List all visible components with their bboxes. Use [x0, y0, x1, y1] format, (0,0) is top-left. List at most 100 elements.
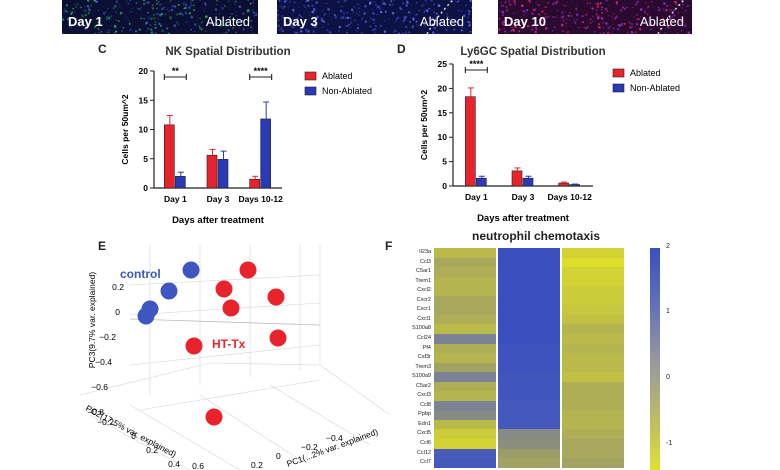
- heatmap-cell: [562, 429, 624, 440]
- micrograph-cell: [63, 7, 66, 9]
- micrograph-cell: [525, 8, 529, 12]
- micrograph-cell: [568, 11, 571, 14]
- micrograph-cell: [79, 5, 83, 9]
- heatmap-colorbar: [650, 248, 660, 470]
- micrograph-cell: [254, 13, 258, 16]
- micrograph-cell: [507, 32, 509, 34]
- micrograph-cell: [395, 18, 398, 21]
- micrograph-cell: [436, 30, 438, 32]
- pca-y-tick: −0.6: [91, 382, 108, 392]
- micrograph-cell: [87, 7, 91, 10]
- micrograph-cell: [534, 8, 537, 11]
- micrograph-cell: [634, 31, 638, 34]
- micrograph-day-label: Day 1: [68, 14, 103, 29]
- pca-z-tick: −0.4: [326, 433, 343, 443]
- micrograph-cell: [291, 23, 295, 26]
- micrograph-cell: [544, 13, 547, 16]
- micrograph-cell: [189, 1, 192, 4]
- micrograph-cell: [627, 31, 629, 33]
- micrograph-cell: [504, 30, 507, 33]
- micrograph-cell: [227, 24, 230, 27]
- micrograph-cell: [277, 9, 279, 12]
- micrograph-cell: [75, 6, 77, 9]
- micrograph-cell: [117, 20, 120, 23]
- micrograph-cell: [576, 18, 578, 21]
- micrograph-cell: [327, 8, 329, 10]
- micrograph-cell: [281, 29, 285, 33]
- micrograph-cell: [250, 20, 253, 22]
- heatmap-cell: [562, 400, 624, 411]
- heatmap-cell: [498, 372, 560, 383]
- micrograph-cell: [522, 25, 524, 28]
- micrograph-cell: [190, 15, 194, 19]
- micrograph-cell: [312, 26, 314, 28]
- micrograph-cell: [684, 11, 686, 13]
- micrograph-cell: [602, 18, 604, 20]
- micrograph-cell: [182, 2, 184, 4]
- micrograph-cell: [675, 3, 678, 6]
- panel-letter-f: F: [385, 239, 393, 253]
- micrograph-cell: [97, 21, 99, 24]
- micrograph-cell: [235, 14, 238, 17]
- micrograph-cell: [564, 4, 567, 8]
- micrograph-cell: [346, 31, 348, 34]
- pca-y-tick: −0.2: [99, 332, 116, 342]
- micrograph-cell: [342, 12, 346, 15]
- micrograph-day-label: Day 3: [283, 14, 318, 29]
- micrograph-cell: [545, 27, 548, 30]
- micrograph-cell: [336, 15, 339, 17]
- micrograph-cell: [329, 31, 332, 34]
- micrograph-cell: [198, 26, 202, 30]
- micrograph-day3-image: [277, 0, 472, 34]
- micrograph-cell: [498, 27, 501, 31]
- micrograph-cell: [432, 18, 435, 22]
- micrograph-cell: [145, 1, 147, 3]
- micrograph-cell: [289, 1, 291, 3]
- micrograph-cell: [524, 23, 526, 25]
- micrograph-cell: [69, 25, 72, 29]
- micrograph-cell: [184, 6, 187, 10]
- micrograph-cell: [518, 30, 521, 32]
- micrograph-cell: [70, 12, 73, 16]
- micrograph-cell: [358, 11, 361, 13]
- heatmap-row-label: Cxcl1: [417, 315, 431, 322]
- micrograph-cell: [168, 10, 170, 12]
- micrograph-cell: [143, 17, 146, 20]
- micrograph-cell: [524, 11, 527, 14]
- micrograph-cell: [663, 9, 665, 11]
- micrograph-cell: [87, 23, 90, 26]
- heatmap-cell: [562, 286, 624, 297]
- micrograph-cell: [346, 16, 350, 20]
- pca-gridline: [319, 364, 390, 416]
- micrograph-cell: [234, 0, 237, 3]
- micrograph-cell: [375, 7, 378, 9]
- micrograph-cell: [452, 22, 456, 26]
- micrograph-cell: [594, 3, 596, 5]
- micrograph-cell: [232, 27, 234, 29]
- micrograph-cell: [277, 6, 279, 8]
- micrograph-cell: [512, 29, 514, 32]
- micrograph-cell: [575, 7, 578, 10]
- pca-group-label-control: control: [120, 267, 161, 281]
- micrograph-cell: [383, 30, 387, 33]
- micrograph-cell: [534, 26, 538, 29]
- micrograph-cell: [531, 28, 534, 31]
- micrograph-cell: [572, 1, 574, 3]
- micrograph-cell: [437, 4, 441, 7]
- micrograph-cell: [405, 0, 409, 3]
- micrograph-cell: [320, 17, 323, 20]
- heatmap-cell: [562, 248, 624, 259]
- micrograph-cell: [556, 9, 558, 12]
- micrograph-cell: [424, 9, 426, 11]
- micrograph-cell: [536, 3, 539, 6]
- heatmap-cell: [562, 343, 624, 354]
- micrograph-cell: [651, 1, 653, 3]
- micrograph-cell: [75, 4, 77, 7]
- micrograph-cell: [605, 0, 609, 2]
- micrograph-cell: [562, 30, 564, 32]
- micrograph-day10: Day 10 Ablated: [498, 0, 692, 34]
- y-tick-label: 10: [438, 132, 448, 142]
- pca-group-label-treated: HT-Tx: [212, 337, 246, 351]
- micrograph-cell: [311, 0, 313, 1]
- micrograph-cell: [680, 29, 683, 32]
